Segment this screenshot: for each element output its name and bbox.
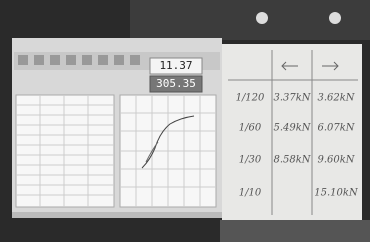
handwritten-right: 6.07kN [317,123,355,134]
ceiling-light [256,12,268,24]
photo: 11.37 305.35 1/120 3.37kN 3.62kN 1/60 5.49kN… [0,0,370,242]
readout: 305.35 [156,77,196,90]
handwritten-right: 3.62kN [317,93,355,104]
data-table [16,95,114,207]
handwritten-ratio: 1/30 [239,155,262,166]
readout: 11.37 [159,59,192,72]
handwritten-ratio: 1/60 [239,123,262,134]
handwritten-right: 15.10kN [314,188,359,199]
handwritten-right: 9.60kN [317,155,355,166]
handwritten-ratio: 1/120 [236,93,265,104]
ceiling-light [329,12,341,24]
handwritten-ratio: 1/10 [239,188,262,199]
handwritten-left: 8.58kN [273,155,311,166]
board-tray [220,220,370,242]
page: 11.37 305.35 1/120 3.37kN 3.62kN 1/60 5.49kN… [0,0,370,242]
handwritten-left: 5.49kN [273,123,311,134]
monitor-bezel [12,212,222,218]
handwritten-left: 3.37kN [273,93,311,104]
